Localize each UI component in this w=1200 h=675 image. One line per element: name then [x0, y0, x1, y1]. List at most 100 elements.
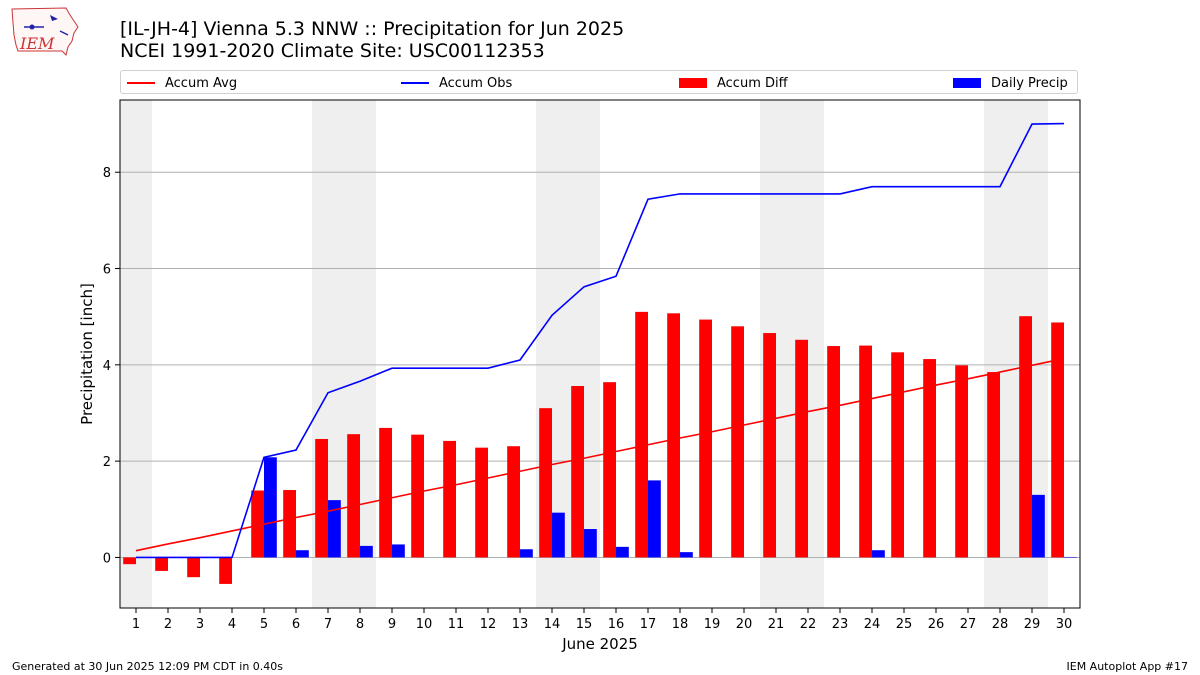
y-axis-label: Precipitation [inch]: [78, 283, 96, 425]
legend-swatch: [953, 78, 981, 88]
x-tick-label: 12: [480, 617, 497, 632]
y-tick-label: 2: [103, 455, 111, 470]
legend-swatch: [679, 78, 707, 88]
x-tick-label: 26: [928, 617, 945, 632]
legend: Accum Avg Accum Obs Accum Diff Daily Pre…: [120, 70, 1078, 94]
x-axis: 1 2 3 4 5 6 7 8 9 10 11 12 13 14 15 16 17 18 19 20 21 22 23 24 2…: [132, 608, 1072, 632]
bar-accum-diff: [507, 446, 520, 558]
legend-item-daily-precip: Daily Precip: [953, 74, 1068, 92]
bar-accum-diff: [315, 438, 328, 558]
bar-daily-precip: [360, 545, 373, 558]
x-tick-label: 1: [132, 617, 140, 632]
bar-daily-precip: [584, 529, 597, 558]
legend-swatch: [127, 82, 155, 84]
bar-daily-precip: [552, 512, 565, 558]
bar-daily-precip: [680, 552, 693, 558]
bar-accum-diff: [571, 386, 584, 558]
bar-daily-precip: [648, 480, 661, 558]
x-tick-label: 22: [800, 617, 817, 632]
bar-accum-diff: [699, 319, 712, 558]
x-tick-label: 7: [324, 617, 332, 632]
bar-accum-diff: [411, 434, 424, 558]
x-tick-label: 8: [356, 617, 364, 632]
legend-item-accum-obs: Accum Obs: [401, 74, 512, 92]
line-accum-obs: [136, 122, 1065, 559]
x-axis-label: June 2025: [561, 635, 638, 653]
footer-app: IEM Autoplot App #17: [1066, 660, 1189, 673]
bar-accum-diff: [251, 490, 264, 558]
legend-item-accum-avg: Accum Avg: [127, 74, 237, 92]
x-tick-label: 2: [164, 617, 172, 632]
footer-generated: Generated at 30 Jun 2025 12:09 PM CDT in…: [12, 660, 284, 673]
bar-daily-precip: [328, 500, 341, 558]
y-axis: 0 2 4 6 8: [103, 166, 120, 566]
iem-logo: IEM: [11, 7, 79, 56]
gridlines: [120, 171, 1080, 558]
bar-accum-diff: [603, 382, 616, 558]
bar-accum-diff: [379, 427, 392, 558]
bar-accum-diff: [155, 557, 168, 571]
x-tick-label: 28: [992, 617, 1009, 632]
series-lines: [135, 122, 1065, 559]
bar-accum-diff: [347, 434, 360, 558]
x-tick-label: 13: [512, 617, 529, 632]
bar-accum-diff: [123, 557, 136, 565]
x-tick-label: 3: [196, 617, 204, 632]
bar-accum-diff: [283, 490, 296, 558]
x-tick-label: 15: [576, 617, 593, 632]
chart-title: [IL-JH-4] Vienna 5.3 NNW :: Precipitatio…: [120, 18, 625, 40]
weekend-band: [120, 100, 152, 608]
x-tick-label: 25: [896, 617, 913, 632]
bar-accum-diff: [1051, 322, 1064, 558]
x-tick-label: 27: [960, 617, 977, 632]
plot-frame: [119, 99, 1081, 609]
y-tick-label: 0: [103, 551, 111, 566]
legend-item-accum-diff: Accum Diff: [679, 74, 788, 92]
x-tick-label: 23: [832, 617, 849, 632]
x-tick-label: 19: [704, 617, 721, 632]
x-tick-label: 16: [608, 617, 625, 632]
bar-daily-precip: [1032, 494, 1045, 558]
bar-accum-diff: [955, 365, 968, 558]
x-tick-label: 11: [448, 617, 465, 632]
chart-subtitle: NCEI 1991-2020 Climate Site: USC00112353: [120, 40, 545, 62]
legend-label: Accum Avg: [165, 75, 238, 91]
y-tick-label: 4: [103, 359, 111, 374]
bar-daily-precip: [520, 549, 533, 558]
y-tick-label: 8: [103, 166, 111, 181]
bar-accum-diff: [219, 557, 232, 584]
bar-daily-precip: [1064, 556, 1077, 558]
bars: [123, 311, 1077, 584]
bar-daily-precip: [264, 457, 277, 558]
legend-label: Daily Precip: [991, 75, 1068, 91]
bar-daily-precip: [616, 546, 629, 558]
legend-label: Accum Obs: [439, 75, 513, 91]
bar-accum-diff: [827, 346, 840, 558]
line-accum-avg: [135, 357, 1065, 552]
logo-text: IEM: [19, 34, 55, 53]
bar-daily-precip: [296, 550, 309, 558]
bar-accum-diff: [891, 352, 904, 558]
bar-accum-diff: [923, 359, 936, 558]
x-tick-label: 6: [292, 617, 300, 632]
x-tick-label: 21: [768, 617, 785, 632]
bar-accum-diff: [187, 557, 200, 578]
bar-accum-diff: [475, 447, 488, 558]
x-tick-label: 17: [640, 617, 657, 632]
legend-label: Accum Diff: [717, 75, 788, 91]
x-tick-label: 4: [228, 617, 236, 632]
bar-daily-precip: [392, 544, 405, 558]
bar-accum-diff: [635, 311, 648, 558]
bar-accum-diff: [667, 313, 680, 558]
x-tick-label: 14: [544, 617, 561, 632]
x-tick-label: 9: [388, 617, 396, 632]
x-tick-label: 24: [864, 617, 881, 632]
x-tick-label: 10: [416, 617, 433, 632]
bar-accum-diff: [859, 345, 872, 558]
bar-daily-precip: [872, 550, 885, 558]
x-tick-label: 5: [260, 617, 268, 632]
bar-accum-diff: [443, 440, 456, 558]
x-tick-label: 30: [1056, 617, 1073, 632]
legend-swatch: [401, 82, 429, 84]
